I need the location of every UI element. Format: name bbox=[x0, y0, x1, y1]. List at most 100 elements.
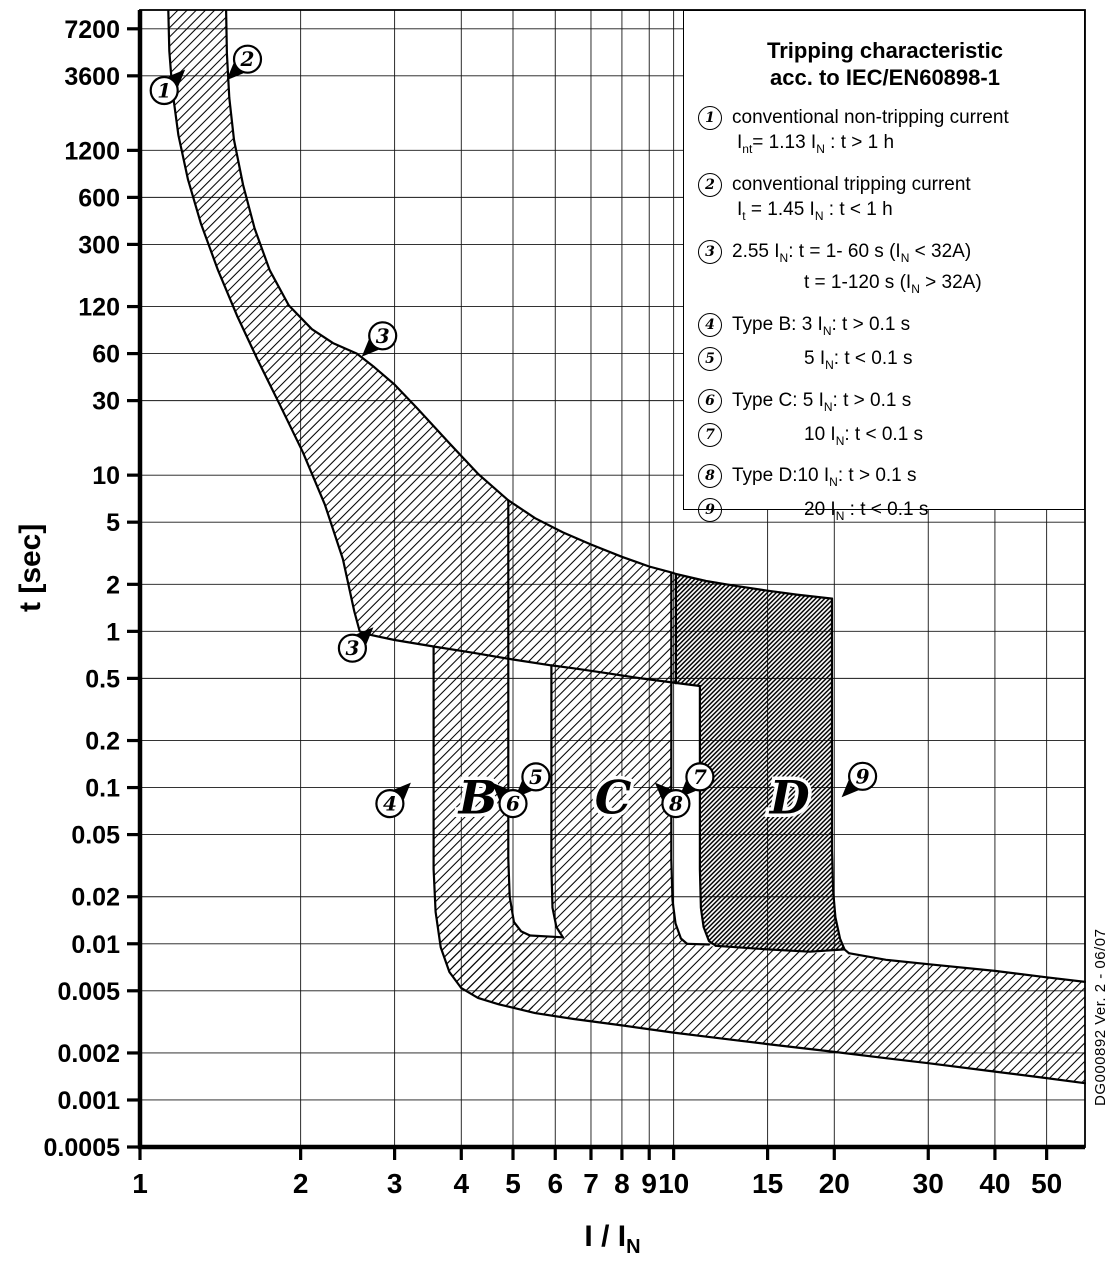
legend-item-text: 10 IN: t < 0.1 s bbox=[804, 423, 924, 448]
legend-item-7: 7 10 IN: t < 0.1 s bbox=[698, 422, 1072, 454]
legend-item-text: Type B: 3 IN: t > 0.1 s bbox=[732, 314, 911, 338]
legend-item-number: 7 bbox=[698, 422, 722, 447]
legend-item-8: 8 Type D:10 IN: t > 0.1 s bbox=[698, 463, 1072, 495]
marker-number: 4 bbox=[383, 792, 397, 816]
y-axis-title: t [sec] bbox=[14, 523, 47, 612]
marker-flag-icon bbox=[393, 782, 411, 800]
callout-marker-1: 1 bbox=[149, 69, 186, 106]
legend-title-line1: Tripping characteristic bbox=[767, 38, 1003, 63]
legend-item-text: 2.55 IN: t = 1- 60 s (IN < 32A) t = 1-120… bbox=[732, 240, 982, 297]
y-tick-label: 0.001 bbox=[57, 1087, 120, 1115]
y-tick-label: 10 bbox=[92, 462, 120, 490]
callout-marker-4: 4 bbox=[375, 782, 411, 819]
x-tick-label: 8 bbox=[614, 1168, 630, 1199]
x-tick-label: 15 bbox=[752, 1168, 783, 1199]
legend-item-number: 6 bbox=[698, 388, 722, 413]
y-tick-label: 0.1 bbox=[85, 775, 120, 803]
x-axis-title-text: I / IN bbox=[584, 1220, 641, 1258]
callout-marker-3: 3 bbox=[337, 627, 374, 663]
legend-item-text: conventional tripping current It = 1.45 I… bbox=[732, 173, 971, 223]
outline-edge-seg-3 bbox=[847, 952, 1086, 983]
band-letters: B C D bbox=[453, 767, 813, 828]
x-tick-label: 7 bbox=[583, 1168, 599, 1199]
callout-marker-9: 9 bbox=[841, 761, 878, 798]
outline-d-left bbox=[698, 684, 717, 947]
y-tick-label: 0.5 bbox=[85, 665, 120, 693]
y-tick-label: 0.05 bbox=[71, 822, 120, 850]
callout-marker-2: 2 bbox=[226, 44, 263, 81]
axis-ticks-and-labels: 7200360012006003001206030105210.50.20.10… bbox=[44, 16, 1063, 1199]
legend-item-number: 1 bbox=[698, 106, 722, 130]
legend-item-9: 9 20 IN : t < 0.1 s bbox=[698, 497, 1072, 529]
marker-number: 5 bbox=[529, 765, 543, 789]
marker-number: 3 bbox=[345, 636, 359, 660]
outline-upper-curve bbox=[225, 10, 834, 600]
band-letter-B: B bbox=[457, 771, 498, 825]
x-tick-label: 30 bbox=[913, 1168, 944, 1199]
band-letter-D: D bbox=[768, 771, 810, 825]
legend-item-text: 5 IN: t < 0.1 s bbox=[804, 347, 913, 372]
outline-d-bottom bbox=[714, 944, 846, 953]
legend-item-5: 5 5 IN: t < 0.1 s bbox=[698, 346, 1072, 378]
legend-item-number: 5 bbox=[698, 346, 722, 371]
y-tick-label: 1200 bbox=[64, 137, 120, 165]
marker-flag-icon bbox=[356, 627, 374, 645]
y-tick-label: 0.02 bbox=[71, 884, 120, 912]
x-tick-label: 9 bbox=[641, 1168, 657, 1199]
marker-flag-icon bbox=[226, 63, 244, 81]
x-tick-label: 5 bbox=[505, 1168, 521, 1199]
y-tick-label: 0.0005 bbox=[44, 1134, 121, 1162]
y-tick-label: 1 bbox=[106, 618, 120, 646]
x-tick-label: 10 bbox=[658, 1168, 689, 1199]
callout-marker-5: 5 bbox=[514, 762, 551, 798]
y-tick-label: 3600 bbox=[64, 63, 120, 91]
outline-d-right bbox=[830, 597, 850, 955]
band-outlines bbox=[167, 10, 1086, 1085]
legend-item-text: conventional non-tripping current Int= 1.… bbox=[732, 107, 1009, 156]
y-tick-label: 30 bbox=[92, 388, 120, 416]
marker-flag-icon bbox=[841, 780, 859, 798]
legend-item-1: 1 conventional non-tripping current Int= 1… bbox=[698, 105, 1072, 162]
legend-item-number: 4 bbox=[698, 313, 722, 338]
legend-items: 1 conventional non-tripping current Int= 1… bbox=[698, 105, 1072, 529]
x-tick-label: 40 bbox=[979, 1168, 1010, 1199]
band-letter-C: C bbox=[595, 771, 632, 825]
x-tick-label: 20 bbox=[819, 1168, 850, 1199]
x-tick-label: 6 bbox=[547, 1168, 563, 1199]
x-tick-label: 3 bbox=[387, 1168, 403, 1199]
legend-title-line2: acc. to IEC/EN60898-1 bbox=[770, 65, 1000, 90]
legend-item-2: 2 conventional tripping current It = 1.45 … bbox=[698, 172, 1072, 229]
y-tick-label: 600 bbox=[78, 184, 120, 212]
y-tick-label: 0.01 bbox=[71, 931, 120, 959]
legend-item-4: 4 Type B: 3 IN: t > 0.1 s bbox=[698, 312, 1072, 344]
legend-item-number: 3 bbox=[698, 239, 722, 264]
legend-item-text: 20 IN : t < 0.1 s bbox=[804, 499, 929, 523]
y-tick-label: 5 bbox=[106, 509, 120, 537]
y-tick-label: 300 bbox=[78, 231, 120, 259]
characteristic-bands bbox=[168, 10, 1086, 1084]
band-type-c bbox=[551, 665, 688, 944]
callout-marker-8: 8 bbox=[654, 782, 691, 819]
y-tick-label: 7200 bbox=[64, 16, 120, 44]
x-tick-label: 2 bbox=[293, 1168, 309, 1199]
callout-marker-7: 7 bbox=[678, 762, 715, 798]
band-instantaneous-bottom bbox=[435, 911, 1086, 1084]
callout-marker-3: 3 bbox=[361, 321, 398, 357]
legend-box: Tripping characteristic acc. to IEC/EN60… bbox=[683, 10, 1085, 523]
legend-item-number: 2 bbox=[698, 172, 722, 197]
x-tick-label: 4 bbox=[453, 1168, 469, 1199]
marker-number: 6 bbox=[506, 792, 520, 816]
y-tick-label: 2 bbox=[106, 571, 120, 599]
outline-b-right bbox=[507, 499, 532, 937]
legend-item-text: Type D:10 IN: t > 0.1 s bbox=[732, 465, 917, 490]
marker-number: 2 bbox=[240, 47, 255, 71]
x-axis-title: I / IN bbox=[140, 1220, 1085, 1259]
outline-lower-curve bbox=[167, 10, 701, 688]
legend-item-6: 6 Type C: 5 IN: t > 0.1 s bbox=[698, 388, 1072, 420]
legend-item-number: 9 bbox=[698, 498, 722, 523]
legend-item-3: 3 2.55 IN: t = 1- 60 s (IN < 32A) t = 1-12… bbox=[698, 239, 1072, 303]
y-tick-label: 60 bbox=[92, 341, 120, 369]
